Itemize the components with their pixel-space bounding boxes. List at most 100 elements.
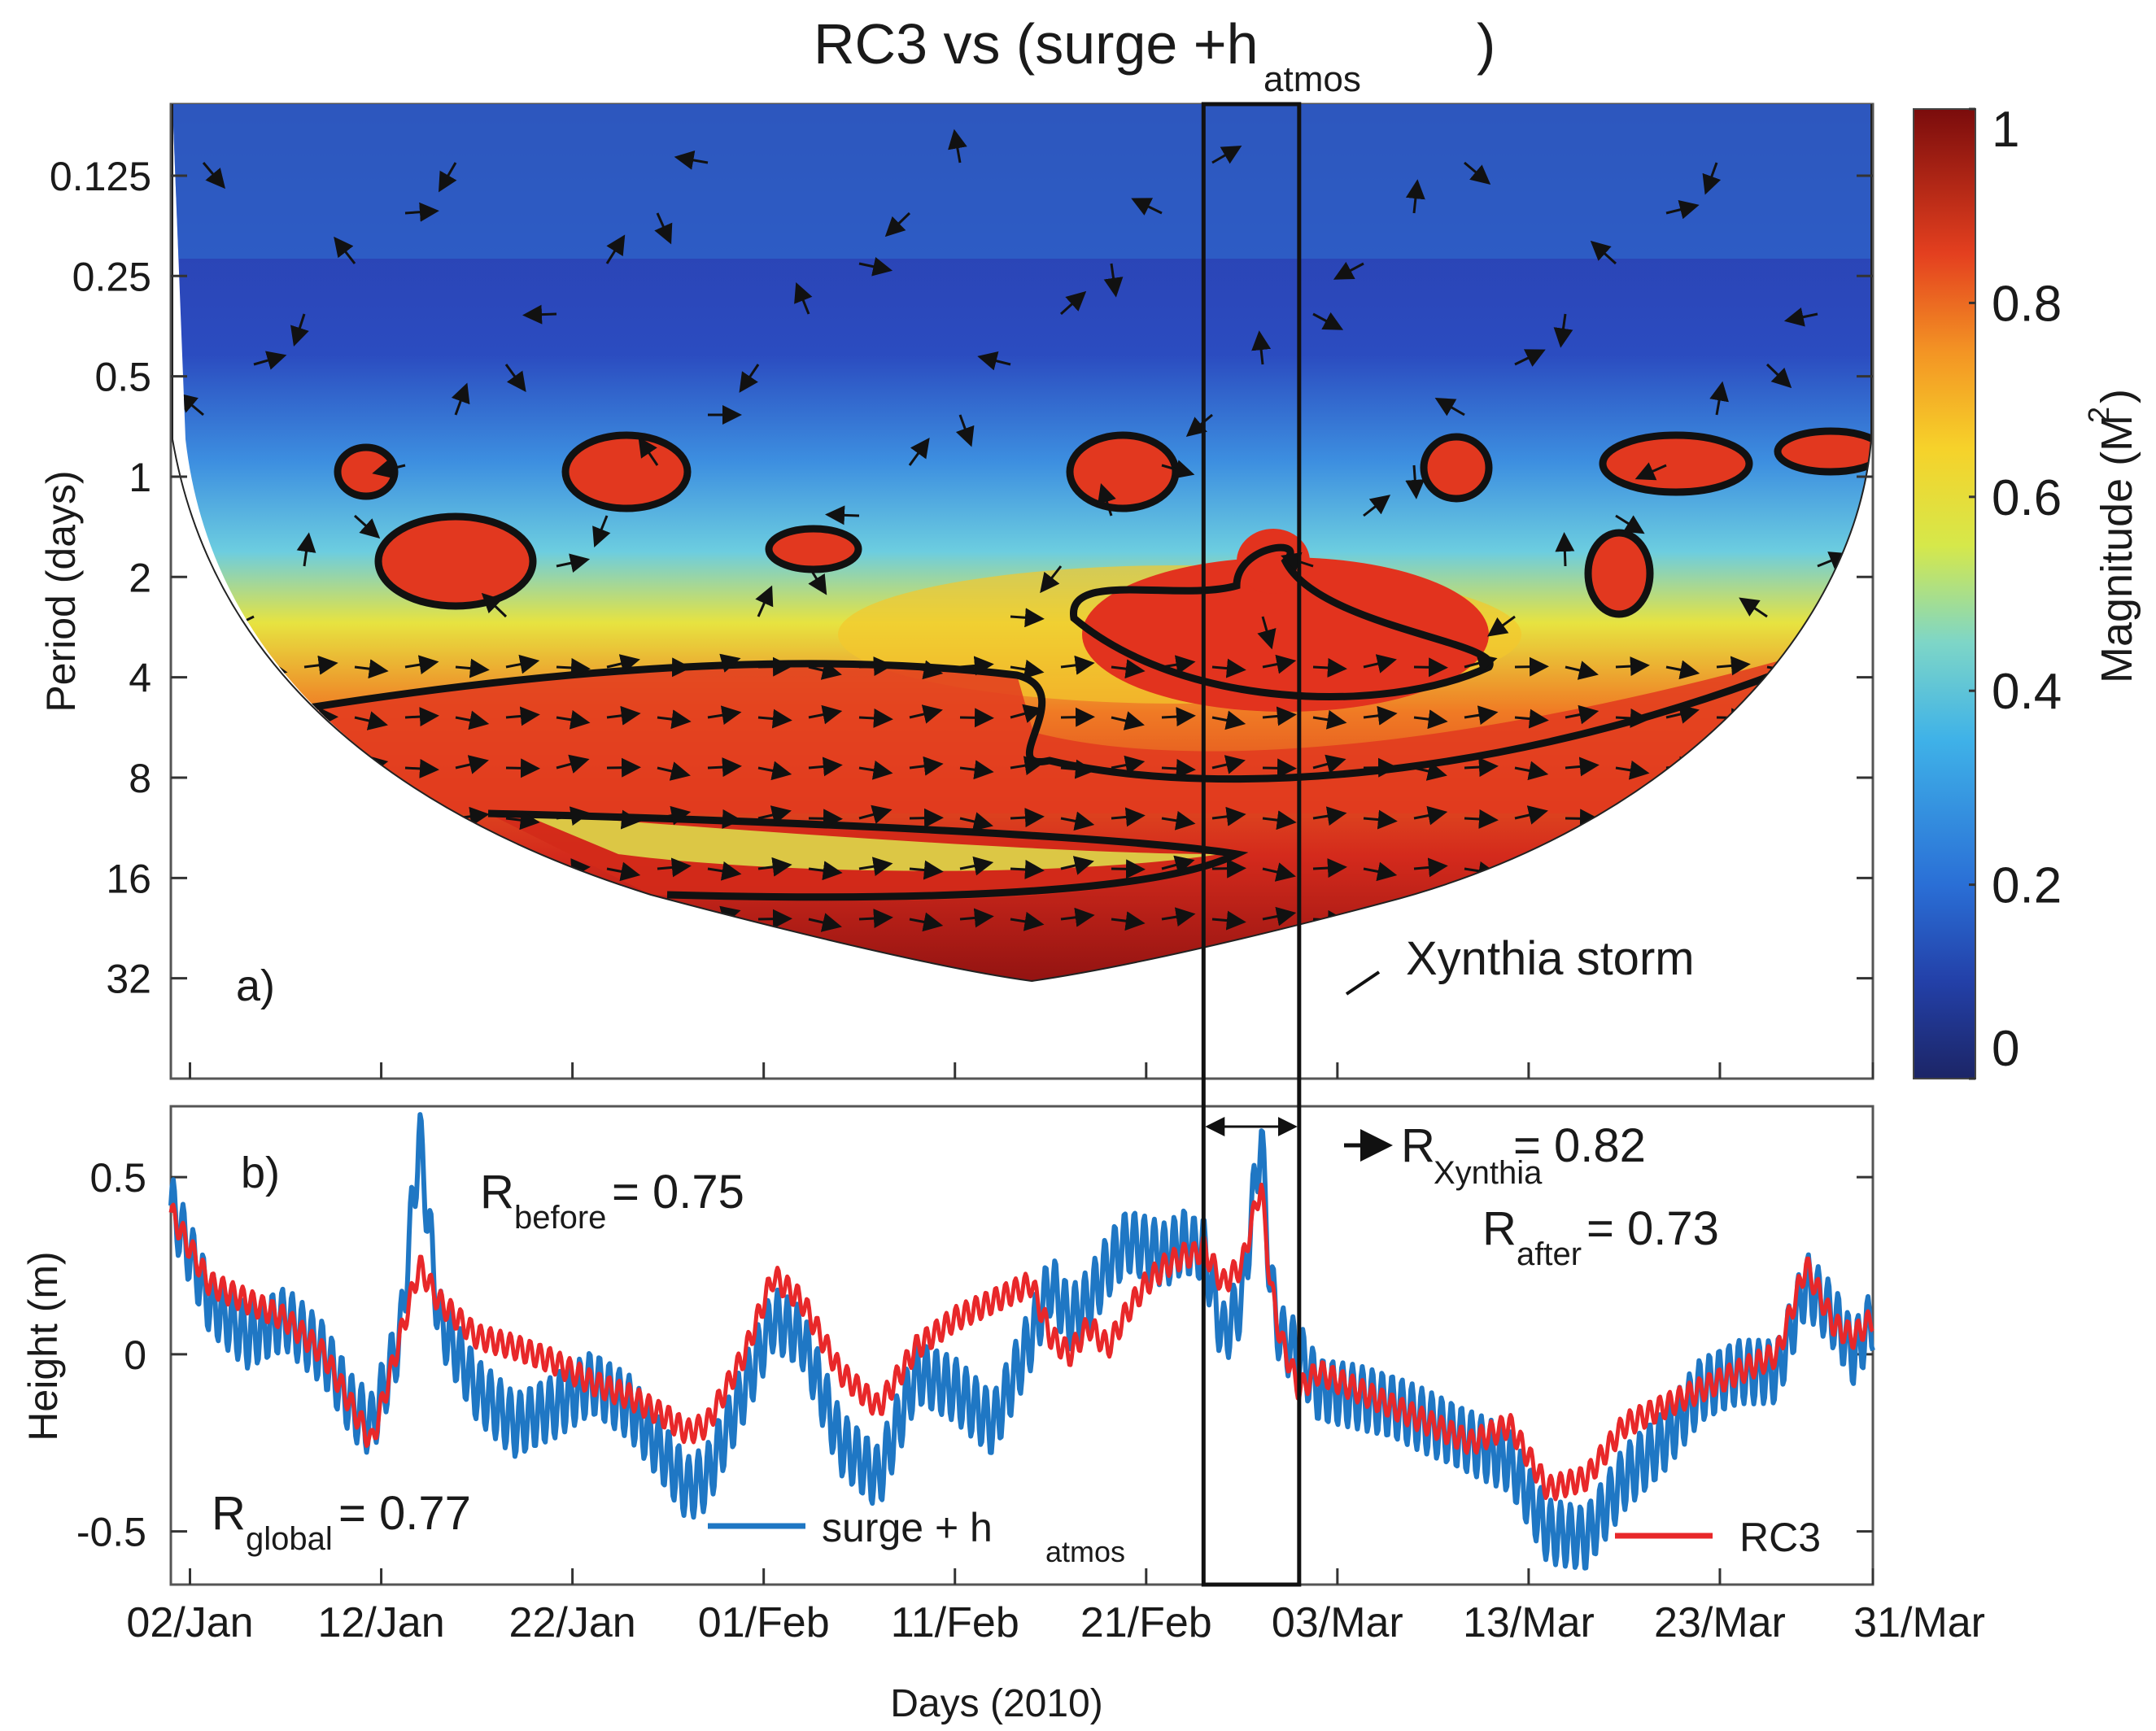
phase-arrow xyxy=(1615,760,1650,780)
phase-arrow xyxy=(858,257,893,277)
phase-arrow xyxy=(1665,704,1700,724)
phase-arrow xyxy=(1211,658,1246,678)
phase-arrow xyxy=(522,304,557,325)
phase-arrow xyxy=(505,758,540,778)
phase-arrow xyxy=(1161,855,1195,874)
colorbar-label-text: Magnitude (M xyxy=(2093,415,2141,683)
phase-arrow xyxy=(825,505,860,525)
phase-arrow xyxy=(1665,660,1700,680)
phase-arrow xyxy=(1363,861,1398,882)
period-tick-label: 1 xyxy=(129,455,151,500)
phase-arrow xyxy=(1251,330,1272,365)
phase-arrow xyxy=(1464,653,1498,673)
phase-arrow xyxy=(354,711,388,730)
phase-arrow xyxy=(1615,656,1650,677)
r-xynthia-annotation: R Xynthia = 0.82 xyxy=(1344,1119,1646,1191)
phase-arrow xyxy=(707,757,742,778)
phase-arrow xyxy=(1634,462,1667,481)
phase-arrow xyxy=(1211,755,1246,774)
long-period-yellow-wedge xyxy=(521,813,1220,871)
r-global-symbol: R xyxy=(212,1487,246,1540)
phase-arrow xyxy=(948,129,967,164)
date-tick-label: 21/Feb xyxy=(1080,1599,1212,1646)
title-main: RC3 vs (surge +h xyxy=(814,12,1259,76)
colorbar: 0 0.2 0.4 0.6 0.8 1 Magnitude (M 2 ) xyxy=(1913,102,2141,1080)
phase-arrow xyxy=(372,459,406,478)
period-tick-label: 0.5 xyxy=(94,355,151,400)
r-before-symbol: R xyxy=(480,1166,514,1219)
r-after-symbol: R xyxy=(1482,1202,1517,1255)
phase-arrow xyxy=(808,661,842,680)
phase-arrow xyxy=(909,756,944,776)
title-close: ) xyxy=(1477,12,1495,76)
date-axis-label: Days (2010) xyxy=(890,1682,1102,1725)
phase-arrow xyxy=(404,758,439,778)
phase-arrow xyxy=(1103,263,1124,298)
phase-arrow xyxy=(1709,381,1729,416)
diurnal-island-1 xyxy=(378,517,533,606)
colorbar-tick-label: 0.8 xyxy=(1992,276,2062,332)
panel-b-label: b) xyxy=(241,1149,280,1197)
surge-series-line xyxy=(168,1112,1875,1571)
title-subscript: atmos xyxy=(1263,59,1361,99)
phase-arrow xyxy=(556,806,591,826)
r-global-value: = 0.77 xyxy=(338,1487,471,1540)
phase-arrow xyxy=(757,656,792,677)
colorbar-label-sup: 2 xyxy=(2082,407,2115,423)
colorbar-tick-label: 0.2 xyxy=(1992,858,2062,914)
height-tick-label: -0.5 xyxy=(76,1510,146,1555)
phase-arrow xyxy=(1363,495,1391,517)
diurnal-island-9 xyxy=(769,529,858,569)
phase-arrow xyxy=(1413,857,1448,878)
phase-arrow xyxy=(1010,911,1045,931)
date-tick-label: 01/Feb xyxy=(698,1599,830,1646)
phase-arrow xyxy=(1487,615,1516,637)
legend-rc3: RC3 xyxy=(1615,1515,1821,1560)
legend-surge-sub: atmos xyxy=(1045,1535,1125,1568)
phase-arrow xyxy=(1312,754,1346,774)
date-tick-label: 03/Mar xyxy=(1272,1599,1403,1646)
phase-arrow xyxy=(1783,307,1818,327)
phase-arrow xyxy=(1312,312,1344,330)
panel-a: 0.125 0.25 0.5 1 2 4 8 16 32 Period (days) a) Xy… xyxy=(38,102,1874,1080)
phase-arrow xyxy=(707,705,742,726)
phase-arrow xyxy=(959,908,994,928)
phase-arrow xyxy=(858,708,893,728)
phase-arrow xyxy=(959,812,993,831)
phase-arrow xyxy=(1185,413,1213,437)
phase-arrow xyxy=(556,657,591,678)
phase-arrow xyxy=(1060,811,1095,831)
phase-arrow xyxy=(858,857,893,877)
legend-surge: surge + h atmos xyxy=(708,1505,1125,1568)
phase-arrow xyxy=(1312,657,1347,678)
phase-arrow xyxy=(657,857,692,878)
diurnal-island-8 xyxy=(1424,437,1489,499)
phase-arrow xyxy=(1098,483,1116,517)
phase-arrow xyxy=(657,657,692,678)
phase-arrow xyxy=(1111,859,1146,879)
phase-arrow xyxy=(1333,261,1364,280)
phase-arrow xyxy=(909,704,943,724)
phase-arrow xyxy=(1464,705,1499,726)
phase-arrow xyxy=(253,351,287,370)
period-axis: 0.125 0.25 0.5 1 2 4 8 16 32 xyxy=(50,154,1873,1002)
r-before-value: = 0.75 xyxy=(612,1166,744,1219)
phase-arrow xyxy=(1211,710,1246,730)
semidiurnal-band xyxy=(172,104,1871,259)
height-tick-label: 0 xyxy=(124,1332,146,1378)
xynthia-island-cap xyxy=(1237,529,1310,594)
phase-arrow xyxy=(808,704,843,725)
phase-arrow xyxy=(1131,198,1163,216)
date-tick-label: 31/Mar xyxy=(1853,1599,1985,1646)
phase-arrow xyxy=(505,654,540,674)
xynthia-window xyxy=(1201,102,1302,1587)
phase-arrow xyxy=(884,211,911,238)
phase-arrow xyxy=(757,805,792,825)
phase-arrow xyxy=(1363,654,1397,674)
legend-rc3-label: RC3 xyxy=(1739,1515,1821,1560)
phase-arrow xyxy=(1010,859,1045,879)
phase-arrow xyxy=(404,655,439,675)
phase-arrow xyxy=(1565,704,1600,725)
phase-arrow xyxy=(1363,757,1398,778)
phase-arrow xyxy=(1211,858,1246,879)
